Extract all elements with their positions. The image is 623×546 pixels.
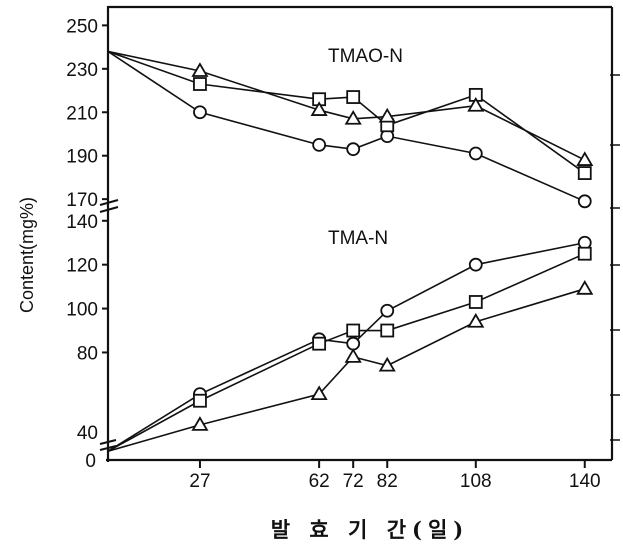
marker-triangle (310, 101, 328, 116)
marker-square (193, 393, 207, 408)
marker-circle (346, 336, 361, 351)
marker-square (193, 77, 207, 91)
marker-circle (577, 194, 592, 209)
marker-square (577, 166, 592, 180)
marker-triangle (467, 312, 485, 328)
marker-circle (468, 257, 483, 272)
marker-triangle (378, 356, 396, 372)
axis-break-mark (99, 199, 119, 206)
y-tick-label: 120 (66, 256, 98, 277)
panel-label-tma: TMA-N (328, 228, 388, 249)
series-line (107, 288, 585, 452)
marker-square (312, 336, 327, 351)
panel-label-tmao: TMAO-N (328, 46, 403, 67)
y-tick-label: 40 (77, 423, 98, 444)
y-tick-label: 140 (66, 212, 98, 233)
marker-triangle (378, 107, 396, 123)
marker-square (468, 295, 483, 309)
series-line (107, 50, 586, 161)
marker-triangle (576, 280, 594, 295)
series-tma-square (107, 246, 592, 452)
series-line (107, 241, 585, 452)
marker-triangle (576, 151, 594, 166)
marker-circle (312, 137, 327, 152)
y-tick-label: 170 (66, 190, 98, 211)
series-tmao-circle (107, 50, 592, 209)
marker-triangle (344, 348, 362, 363)
y-axis-title: Content(mg%) (17, 197, 37, 313)
axis-break-mark (99, 445, 117, 451)
y-tick-label: 80 (77, 343, 98, 364)
series (107, 50, 594, 452)
x-tick-label: 82 (377, 471, 398, 492)
y-tick-label: 100 (66, 300, 98, 321)
marker-square (346, 90, 361, 104)
ticks: 170 190 210 230 250 80 100 120 140 40 0 27 62 72 82 108… (66, 16, 600, 492)
marker-triangle (310, 385, 328, 401)
axis-break-mark (99, 206, 119, 213)
series-tmao-square (107, 50, 592, 180)
marker-circle (193, 105, 207, 120)
x-tick-label: 140 (569, 471, 601, 492)
series-tma-circle (107, 235, 592, 452)
x-tick-label: 27 (189, 471, 210, 492)
x-tick-label: 108 (460, 471, 492, 492)
series-line (107, 50, 586, 174)
y-tick-label: 190 (66, 147, 98, 168)
marker-triangle (467, 96, 485, 112)
x-tick-label: 72 (343, 471, 364, 492)
marker-triangle (344, 109, 362, 125)
marker-circle (468, 146, 483, 161)
y-tick-label: 230 (66, 60, 98, 81)
marker-circle (380, 303, 395, 318)
series-tma-triangle (107, 280, 594, 452)
marker-triangle (191, 416, 209, 431)
series-line (107, 252, 586, 452)
marker-circle (346, 142, 361, 157)
x-axis-title: 발 효 기 간(일) (271, 517, 469, 542)
marker-square (577, 246, 592, 261)
y-tick-label: 210 (66, 103, 98, 124)
series-line (107, 50, 586, 203)
series-tmao-triangle (107, 50, 594, 166)
marker-square (380, 323, 395, 338)
marker-triangle (191, 62, 209, 77)
axis-break-mark (99, 439, 117, 445)
y-tick-label-zero: 0 (85, 451, 96, 472)
axes (99, 5, 620, 462)
marker-square (346, 323, 361, 338)
y-tick-label: 250 (66, 16, 98, 37)
x-tick-label: 62 (309, 471, 330, 492)
